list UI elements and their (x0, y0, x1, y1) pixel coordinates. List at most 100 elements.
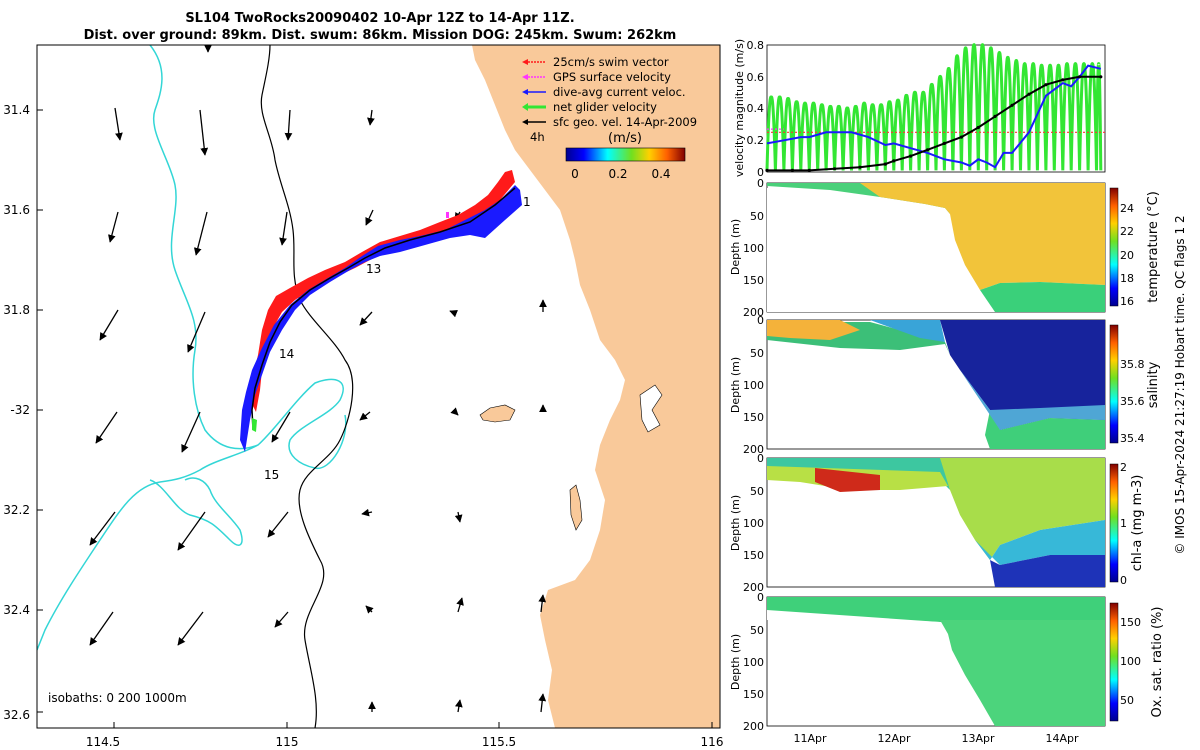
temperature-cbar-tick: 22 (1120, 225, 1134, 238)
velocity-y-tick: 0.2 (747, 134, 765, 147)
temperature-ylabel: Depth (m) (729, 219, 742, 275)
oxygen-y-tick: 50 (750, 624, 764, 637)
salinity-y-tick: 100 (743, 379, 764, 392)
sfc-geo-point (942, 141, 947, 145)
salinity-high-patch (767, 320, 860, 340)
oxygen-cbar-tick: 50 (1120, 694, 1134, 707)
sfc-geo-point (909, 154, 913, 158)
chla-cbar-ticks: 0 1 2 (1120, 461, 1127, 587)
oxygen-cbar-ticks: 50 100 150 (1120, 616, 1141, 707)
land-mass (472, 45, 720, 728)
salinity-y-tick: 0 (757, 314, 764, 327)
salinity-deep-water (985, 410, 1105, 449)
day-label-1: 1 (523, 195, 531, 209)
chla-colorbar (1109, 463, 1119, 583)
velocity-y-tick: 0.6 (747, 71, 765, 84)
chla-offshore-upper (940, 458, 1105, 560)
copyright-note: © IMOS 15-Apr-2024 21:27:19 Hobart time.… (1173, 215, 1187, 554)
oxygen-shelf (767, 610, 948, 634)
map-y-tick: 32.2 (3, 503, 30, 517)
map-colorbar-tick: 0.2 (608, 167, 627, 181)
chla-cbar-tick: 1 (1120, 517, 1127, 530)
legend-gps-velocity: GPS surface velocity (553, 70, 671, 84)
salinity-low-water (940, 320, 1105, 430)
sfc-geo-point (883, 162, 887, 166)
map-y-tick: 31.4 (3, 103, 30, 117)
velocity-ylabel: velocity magnitude (m/s) (733, 39, 746, 177)
sfc-geo-point (790, 168, 795, 172)
sfc-geo-point (926, 148, 930, 152)
chla-panel: 0 1 2 chl-a (mg m-3) Depth (m) 0 50 100 … (729, 452, 1145, 594)
legend-sfc-geo: sfc geo. vel. 14-Apr-2009 (553, 115, 697, 129)
sfc-geo-point (807, 168, 811, 172)
temperature-y-tick: 0 (757, 177, 764, 190)
chla-max-patch (815, 468, 880, 492)
map-panel: 1 13 14 15 114.5 115 115.5 116 31.4 31.6… (3, 44, 724, 749)
isobaths-note: isobaths: 0 200 1000m (48, 691, 187, 705)
temperature-cbar-tick: 16 (1120, 295, 1134, 308)
map-x-tick: 114.5 (86, 735, 120, 749)
rottnest-island (479, 404, 516, 423)
temperature-y-tick: 100 (743, 242, 764, 255)
time-x-tick: 14Apr (1045, 732, 1079, 745)
oxygen-offshore (940, 620, 1105, 726)
oxygen-panel: 50 100 150 Ox. sat. ratio (%) Depth (m) … (729, 591, 1165, 745)
net-glider-velocity-mark (252, 418, 257, 432)
oxygen-y-tick: 200 (743, 720, 764, 733)
swan-estuary (639, 384, 663, 433)
time-x-ticks: 11Apr 12Apr 13Apr 14Apr (793, 732, 1079, 745)
oxygen-cbar-label: Ox. sat. ratio (%) (1150, 607, 1165, 718)
map-x-axis: 114.5 115 115.5 116 (86, 722, 724, 749)
salinity-colorbar (1109, 324, 1119, 444)
salinity-panel: 35.4 35.6 35.8 salinity Depth (m) 0 50 1… (729, 314, 1161, 456)
legend-interval: 4h (530, 130, 545, 144)
isobath-1000m (37, 45, 347, 651)
salinity-ylabel: Depth (m) (729, 357, 742, 413)
temperature-y-ticks: 0 50 100 150 200 (743, 177, 764, 319)
salinity-y-tick: 200 (743, 443, 764, 456)
series-dive-avg-current (766, 64, 1102, 169)
map-y-axis: 31.4 31.6 31.8 -32 32.2 32.4 32.6 (3, 103, 43, 722)
temperature-warm-water (860, 183, 1105, 290)
chla-y-tick: 100 (743, 517, 764, 530)
salinity-mid-water (870, 320, 945, 342)
map-y-tick: -32 (10, 403, 30, 417)
oxygen-y-tick: 0 (757, 591, 764, 604)
map-x-tick: 116 (701, 735, 724, 749)
sfc-geo-point (993, 114, 997, 118)
chla-cbar-tick: 2 (1120, 461, 1127, 474)
velocity-y-ticks: 0 0.2 0.4 0.6 0.8 (747, 39, 765, 179)
temperature-cbar-tick: 18 (1120, 272, 1134, 285)
map-colorbar (565, 147, 686, 162)
isobath-1000m-loop (149, 477, 243, 546)
legend-swim-vector: 25cm/s swim vector (553, 55, 669, 69)
map-x-tick: 115.5 (482, 735, 516, 749)
temperature-cbar-tick: 20 (1120, 249, 1134, 262)
sfc-geo-point (976, 125, 980, 130)
chla-offshore-mid (975, 520, 1105, 565)
oxygen-y-tick: 150 (743, 688, 764, 701)
sfc-geo-point (1061, 78, 1065, 82)
salinity-cbar-tick: 35.6 (1120, 395, 1145, 408)
temperature-cbar-label: temperature (°C) (1146, 191, 1161, 303)
temperature-y-tick: 200 (743, 306, 764, 319)
map-x-tick: 115 (276, 735, 299, 749)
chla-ylabel: Depth (m) (729, 495, 742, 551)
day-label-13: 13 (366, 262, 381, 276)
temperature-y-tick: 50 (750, 210, 764, 223)
map-frame (36, 44, 721, 729)
map-colorbar-tick: 0 (571, 167, 579, 181)
sfc-geo-point (892, 159, 896, 163)
sfc-geo-point (858, 165, 862, 169)
salinity-cbar-ticks: 35.4 35.6 35.8 (1120, 358, 1145, 445)
velocity-panel: velocity magnitude (m/s) 0 0.2 0.4 0.6 0… (733, 39, 1106, 179)
salinity-cbar-label: salinity (1146, 361, 1161, 408)
legend-net-glider: net glider velocity (553, 100, 657, 114)
map-y-tick: 32.6 (3, 708, 30, 722)
velocity-y-tick: 0.4 (747, 102, 765, 115)
figure-title-line2: Dist. over ground: 89km. Dist. swum: 86k… (84, 28, 677, 43)
velocity-series-group (765, 43, 1105, 172)
oxygen-cbar-tick: 100 (1120, 655, 1141, 668)
sfc-geo-point (765, 168, 769, 172)
sfc-geo-point (959, 135, 964, 139)
